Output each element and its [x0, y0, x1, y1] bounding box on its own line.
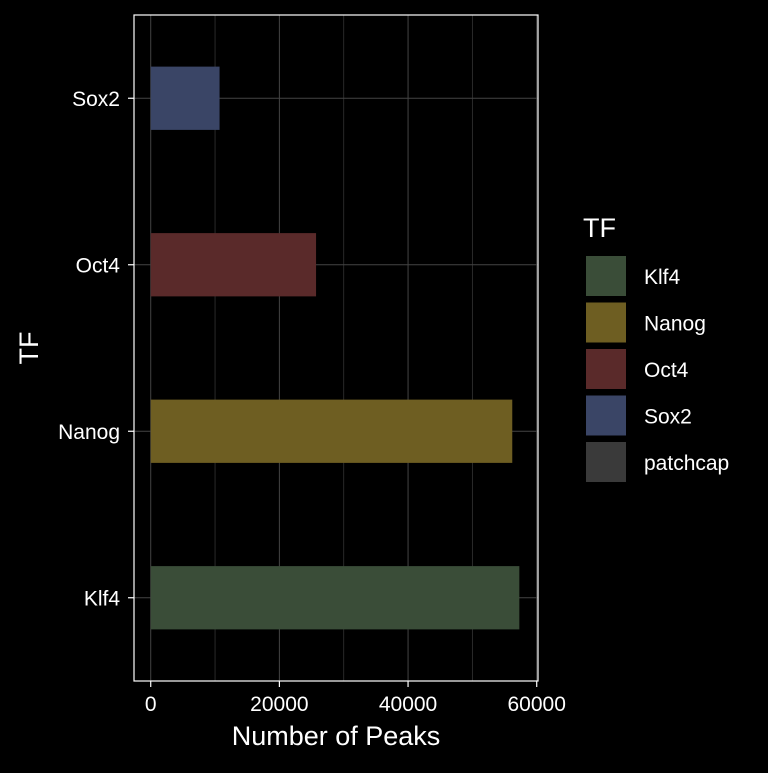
legend-title: TF: [583, 213, 616, 243]
y-tick-label: Nanog: [58, 421, 120, 444]
axes: 0 20000 40000 60000 Sox2 Oct4 Nanog Klf4: [58, 88, 566, 716]
legend-swatch-nanog: [586, 302, 626, 343]
legend-label-sox2: Sox2: [644, 406, 692, 429]
bar-klf4: [150, 566, 520, 630]
x-axis-title: Number of Peaks: [232, 721, 441, 751]
x-tick-label: 40000: [379, 693, 437, 716]
legend-label-nanog: Nanog: [644, 313, 706, 336]
bar-oct4: [150, 233, 317, 297]
bar-sox2: [150, 66, 220, 130]
y-tick-label: Oct4: [76, 254, 121, 277]
legend-label-klf4: Klf4: [644, 266, 681, 289]
y-tick-label: Sox2: [72, 88, 120, 111]
y-axis-title: TF: [14, 332, 44, 365]
legend-swatch-patchcap: [586, 442, 626, 482]
legend-swatch-sox2: [586, 395, 626, 436]
x-tick-label: 0: [145, 693, 157, 716]
plot-border: [133, 14, 539, 682]
bar-nanog: [150, 399, 513, 463]
legend-swatch-klf4: [586, 256, 626, 296]
legend-label-patchcap: patchcap: [644, 452, 729, 475]
legend: TF Klf4 Nanog Oct4 Sox2 patchcap: [583, 213, 729, 482]
bars: [150, 66, 520, 630]
legend-swatch-oct4: [586, 349, 626, 389]
x-tick-label: 60000: [508, 693, 566, 716]
legend-label-oct4: Oct4: [644, 359, 689, 382]
y-tick-label: Klf4: [84, 587, 121, 610]
x-tick-label: 20000: [250, 693, 308, 716]
